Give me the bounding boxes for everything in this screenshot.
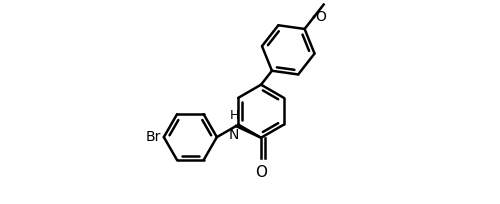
Text: Br: Br (146, 130, 161, 144)
Text: O: O (316, 10, 326, 24)
Text: O: O (255, 165, 267, 180)
Text: H: H (230, 109, 239, 122)
Text: N: N (229, 128, 239, 142)
